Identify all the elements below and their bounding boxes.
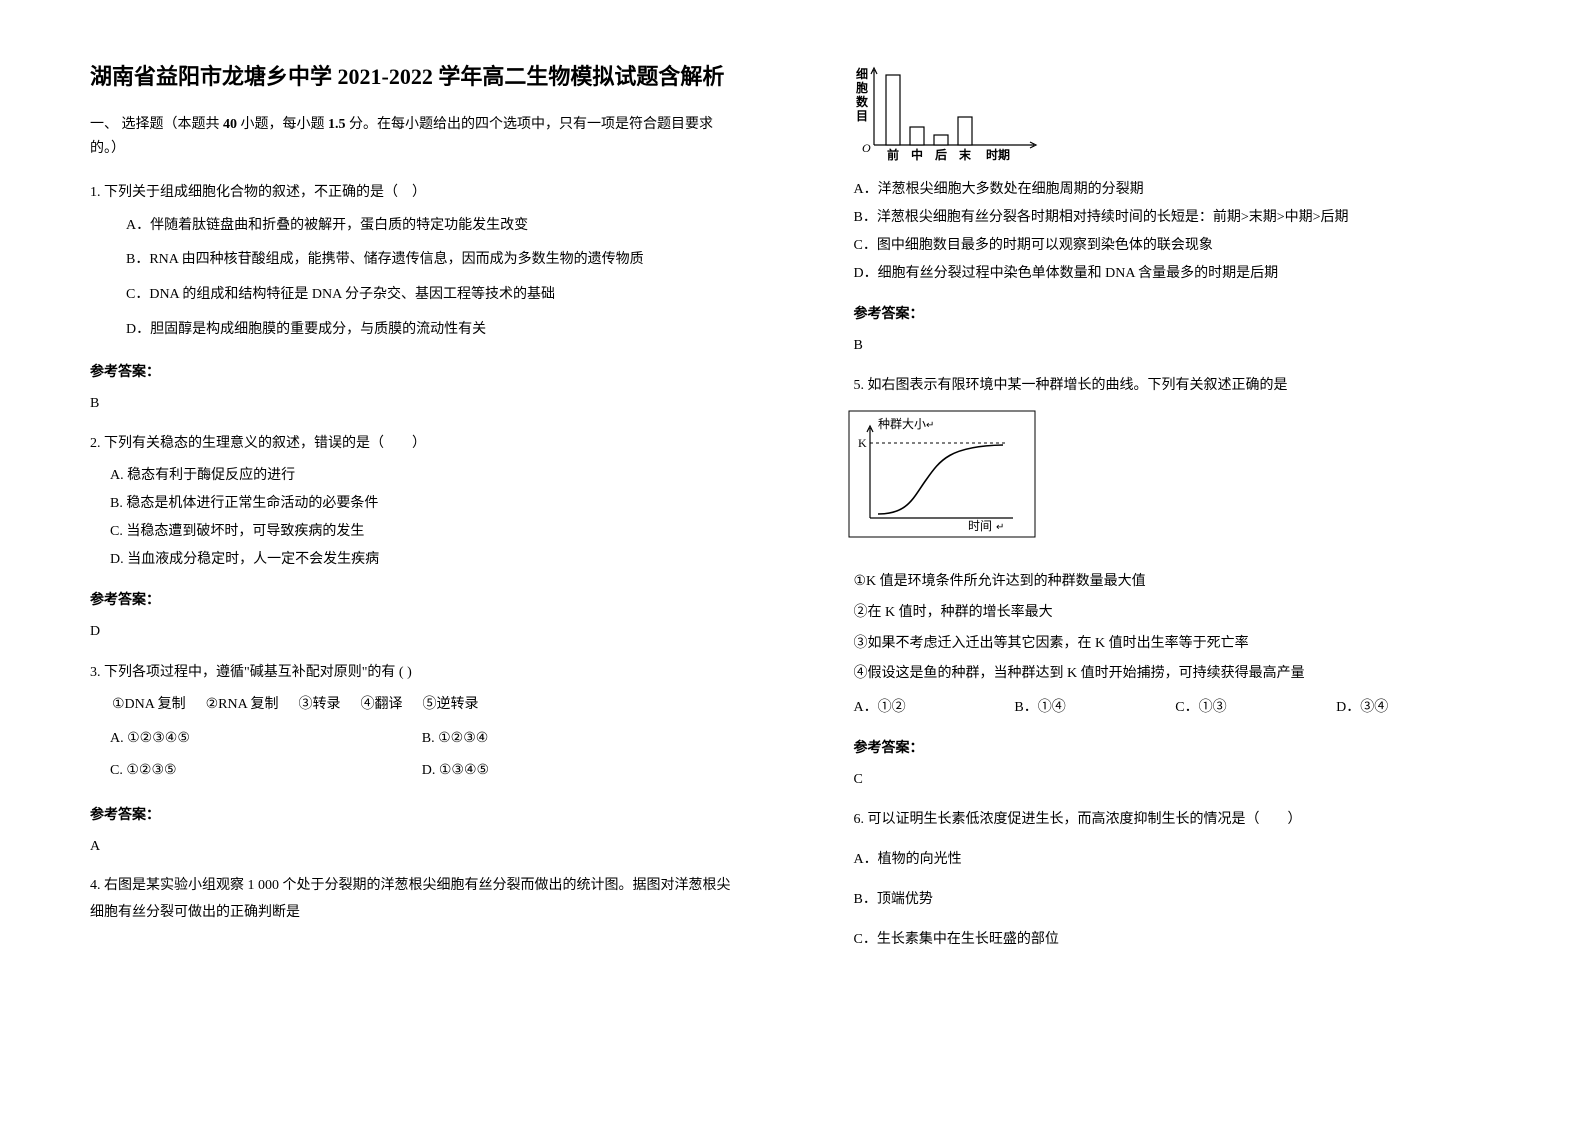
right-page: 细胞数目 O 前中后末时期 A．洋葱根尖细胞大多数处在细胞周期的分裂期 B．洋葱… [794,0,1587,1122]
q1-option-a: A．伴随着肽链盘曲和折叠的被解开，蛋白质的特定功能发生改变 [126,211,734,242]
left-page: 湖南省益阳市龙塘乡中学 2021-2022 学年高二生物模拟试题含解析 一、 选… [0,0,794,1122]
q3-answer-label: 参考答案： [90,803,734,828]
q2-answer: D [90,619,734,644]
q5-option-a: A．①② [854,694,1015,722]
q4-option-b: B．洋葱根尖细胞有丝分裂各时期相对持续时间的长短是：前期>末期>中期>后期 [854,204,1498,232]
q5-option-b: B．①④ [1014,694,1175,722]
svg-text:↵: ↵ [996,522,1004,533]
q5-stem: 5. 如右图表示有限环境中某一种群增长的曲线。下列有关叙述正确的是 [854,372,1498,400]
q2-option-c: C. 当稳态遭到破坏时，可导致疾病的发生 [110,518,734,546]
svg-text:中: 中 [910,147,922,162]
q5-options: A．①② B．①④ C．①③ D．③④ [854,694,1498,722]
section-instruction: 一、 选择题（本题共 40 小题，每小题 1.5 分。在每小题给出的四个选项中，… [90,113,734,161]
question-3: 3. 下列各项过程中，遵循"碱基互补配对原则"的有 ( ) ①DNA 复制 ②R… [90,659,734,789]
q1-answer-label: 参考答案： [90,360,734,385]
q1-stem: 1. 下列关于组成细胞化合物的叙述，不正确的是（ ） [90,179,734,207]
svg-text:细胞数目: 细胞数目 [856,66,869,123]
q6-option-c: C．生长素集中在生长旺盛的部位 [854,926,1498,954]
svg-text:时期: 时期 [986,147,1010,162]
q3-item-2: ②RNA 复制 [206,691,279,719]
q4-answer-label: 参考答案： [854,302,1498,327]
title: 湖南省益阳市龙塘乡中学 2021-2022 学年高二生物模拟试题含解析 [90,60,734,93]
q3-item-1: ①DNA 复制 [112,691,186,719]
q4-stem: 4. 右图是某实验小组观察 1 000 个处于分裂期的洋葱根尖细胞有丝分裂而做出… [90,873,734,926]
q1-option-c: C．DNA 的组成和结构特征是 DNA 分子杂交、基因工程等技术的基础 [126,280,734,311]
q1-answer: B [90,391,734,416]
q4-option-d: D．细胞有丝分裂过程中染色单体数量和 DNA 含量最多的时期是后期 [854,260,1498,288]
q2-options: A. 稳态有利于酶促反应的进行 B. 稳态是机体进行正常生命活动的必要条件 C.… [110,462,734,574]
question-1: 1. 下列关于组成细胞化合物的叙述，不正确的是（ ） A．伴随着肽链盘曲和折叠的… [90,179,734,346]
q3-answer: A [90,834,734,859]
svg-text:种群大小: 种群大小 [878,417,926,431]
q1-option-d: D．胆固醇是构成细胞膜的重要成分，与质膜的流动性有关 [126,315,734,346]
q5-statements: ①K 值是环境条件所允许达到的种群数量最大值 ②在 K 值时，种群的增长率最大 … [854,569,1498,687]
q6-option-a: A．植物的向光性 [854,846,1498,874]
q3-option-d: D. ①③④⑤ [422,757,734,785]
question-5: 5. 如右图表示有限环境中某一种群增长的曲线。下列有关叙述正确的是 种群大小 ↵… [854,372,1498,721]
q6-option-b: B．顶端优势 [854,886,1498,914]
q6-stem: 6. 可以证明生长素低浓度促进生长，而高浓度抑制生长的情况是（ ） [854,806,1498,834]
svg-text:K: K [858,436,867,450]
q3-option-b: B. ①②③④ [422,725,734,753]
q3-options: A. ①②③④⑤ B. ①②③④ C. ①②③⑤ D. ①③④⑤ [110,725,734,789]
q2-option-b: B. 稳态是机体进行正常生命活动的必要条件 [110,490,734,518]
question-6: 6. 可以证明生长素低浓度促进生长，而高浓度抑制生长的情况是（ ） A．植物的向… [854,806,1498,954]
svg-text:后: 后 [934,147,946,162]
q3-items: ①DNA 复制 ②RNA 复制 ③转录 ④翻译 ⑤逆转录 [112,691,734,719]
q4-option-c: C．图中细胞数目最多的时期可以观察到染色体的联会现象 [854,232,1498,260]
q4-option-a: A．洋葱根尖细胞大多数处在细胞周期的分裂期 [854,176,1498,204]
question-4-stem: 4. 右图是某实验小组观察 1 000 个处于分裂期的洋葱根尖细胞有丝分裂而做出… [90,873,734,926]
q1-options: A．伴随着肽链盘曲和折叠的被解开，蛋白质的特定功能发生改变 B．RNA 由四种核… [126,211,734,346]
q5-s3: ③如果不考虑迁入迁出等其它因素，在 K 值时出生率等于死亡率 [854,631,1498,658]
q5-chart: 种群大小 ↵ K 时间 ↵ [848,410,1498,551]
q5-s1: ①K 值是环境条件所允许达到的种群数量最大值 [854,569,1498,596]
svg-text:O: O [862,141,871,155]
q5-option-c: C．①③ [1175,694,1336,722]
q2-stem: 2. 下列有关稳态的生理意义的叙述，错误的是（ ） [90,430,734,458]
svg-text:末: 末 [958,147,971,162]
q5-s2: ②在 K 值时，种群的增长率最大 [854,600,1498,627]
q3-option-a: A. ①②③④⑤ [110,725,422,753]
question-4-options: A．洋葱根尖细胞大多数处在细胞周期的分裂期 B．洋葱根尖细胞有丝分裂各时期相对持… [854,176,1498,288]
question-2: 2. 下列有关稳态的生理意义的叙述，错误的是（ ） A. 稳态有利于酶促反应的进… [90,430,734,574]
q3-stem: 3. 下列各项过程中，遵循"碱基互补配对原则"的有 ( ) [90,659,734,687]
q2-option-d: D. 当血液成分稳定时，人一定不会发生疾病 [110,546,734,574]
q5-answer-label: 参考答案： [854,736,1498,761]
q5-s4: ④假设这是鱼的种群，当种群达到 K 值时开始捕捞，可持续获得最高产量 [854,661,1498,688]
svg-text:↵: ↵ [926,420,934,431]
q2-option-a: A. 稳态有利于酶促反应的进行 [110,462,734,490]
q4-chart: 细胞数目 O 前中后末时期 [844,60,1498,170]
q3-item-5: ⑤逆转录 [422,691,478,719]
q5-option-d: D．③④ [1336,694,1497,722]
q2-answer-label: 参考答案： [90,588,734,613]
q5-answer: C [854,767,1498,792]
q3-item-3: ③转录 [298,691,340,719]
q3-option-c: C. ①②③⑤ [110,757,422,785]
svg-text:前: 前 [886,147,898,162]
svg-text:时间: 时间 [968,519,992,533]
q1-option-b: B．RNA 由四种核苷酸组成，能携带、储存遗传信息，因而成为多数生物的遗传物质 [126,245,734,276]
q3-item-4: ④翻译 [360,691,402,719]
q4-answer: B [854,333,1498,358]
